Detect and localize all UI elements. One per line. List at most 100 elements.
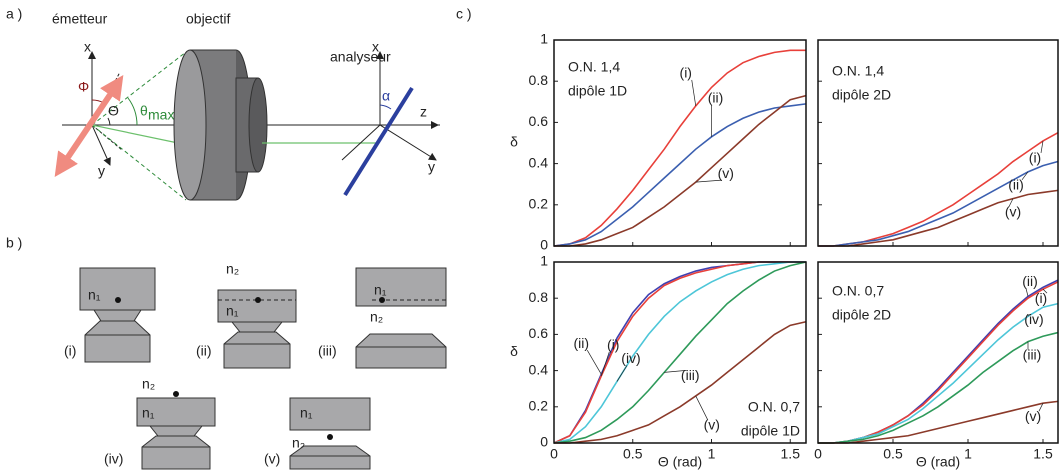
curve-label: (iv) xyxy=(1024,311,1043,327)
curve-label: (v) xyxy=(718,165,734,181)
objective-base xyxy=(141,435,211,470)
label-leader xyxy=(1008,198,1014,207)
label-leader xyxy=(1040,140,1044,153)
sample-medium xyxy=(217,289,297,323)
curve xyxy=(553,103,807,247)
analyzer-axis xyxy=(341,124,381,161)
y-tick-label: 0.2 xyxy=(529,398,549,414)
curve xyxy=(554,320,807,444)
y-tick-label: 1 xyxy=(540,253,548,269)
label-leader xyxy=(1025,288,1029,297)
curve xyxy=(553,261,806,444)
plot-frame xyxy=(817,39,1059,247)
objective-base xyxy=(223,331,291,369)
curve xyxy=(553,261,806,444)
x-tick-label: 0 xyxy=(550,446,558,462)
index-label: n₂ xyxy=(292,435,305,451)
sample-caption: (v) xyxy=(264,451,280,467)
x-tick-label: 1 xyxy=(964,446,972,462)
label-leader xyxy=(1027,314,1031,317)
curve-label: (i) xyxy=(1035,290,1047,306)
dipole-dot xyxy=(255,297,261,303)
y-tick-label: 0.6 xyxy=(529,113,549,129)
x-axis-label: Θ (rad) xyxy=(658,454,702,470)
axis-label: x xyxy=(372,39,379,55)
dipole-dot xyxy=(379,297,385,303)
aperture-ray xyxy=(91,124,187,201)
curve-label: (ii) xyxy=(573,335,589,351)
objective-neck xyxy=(148,425,204,437)
curve xyxy=(818,189,1059,247)
phi-label: Φ xyxy=(78,79,89,95)
analyzer xyxy=(343,86,414,197)
chart-annotation: O.N. 0,7 xyxy=(748,399,800,415)
plot-frame xyxy=(553,39,807,247)
y-tick-label: 0.4 xyxy=(529,154,549,170)
theta-max-arc xyxy=(127,97,138,126)
objective-neck xyxy=(93,309,142,322)
curve xyxy=(553,261,806,444)
chart-annotation: dipôle 1D xyxy=(568,83,627,99)
panel-label: b ) xyxy=(6,235,22,251)
curve xyxy=(818,302,1059,444)
y-tick-label: 0 xyxy=(540,434,548,450)
x-axis-label: Θ (rad) xyxy=(916,454,960,470)
index-label: n₂ xyxy=(370,309,383,325)
lens-front xyxy=(173,49,207,201)
lens-exit xyxy=(248,77,268,173)
sample-caption: (ii) xyxy=(196,343,212,359)
theta-arc xyxy=(107,117,111,126)
x-tick-label: 0.5 xyxy=(883,446,903,462)
index-label: n₁ xyxy=(142,405,155,421)
sample-caption: (iii) xyxy=(318,343,337,359)
curve-label: (i) xyxy=(1029,150,1041,166)
index-label: n₁ xyxy=(226,303,239,319)
emitter-label: émetteur xyxy=(52,11,108,27)
y-tick-label: 0.2 xyxy=(529,196,549,212)
alpha-label: α xyxy=(382,88,390,104)
analyzer-y-axis xyxy=(379,124,437,161)
label-leader xyxy=(616,365,628,382)
sample-caption: (iv) xyxy=(104,451,123,467)
plot-frame xyxy=(817,261,1059,444)
curve xyxy=(554,94,807,247)
theta-max-label: θ xyxy=(140,103,148,119)
ray xyxy=(91,124,179,144)
alpha-arc xyxy=(379,104,392,110)
objective-base xyxy=(84,320,151,363)
index-label: n₁ xyxy=(300,405,313,421)
panel-label: a ) xyxy=(6,6,22,22)
curve-label: (ii) xyxy=(708,90,724,106)
x-tick-label: 1 xyxy=(708,446,716,462)
chart-annotation: O.N. 1,4 xyxy=(568,59,620,75)
curve-label: (ii) xyxy=(1022,273,1038,289)
curve-label: (v) xyxy=(1005,203,1021,219)
curve xyxy=(553,261,807,444)
axis-label: y xyxy=(98,163,105,179)
label-leader xyxy=(1021,171,1029,181)
y-axis-label: δ xyxy=(510,343,518,359)
dipole-dot xyxy=(115,297,121,303)
index-label: n₂ xyxy=(226,261,239,277)
chart-annotation: dipôle 1D xyxy=(741,423,800,439)
y-tick-label: 1 xyxy=(540,31,548,47)
curve-label: (iii) xyxy=(681,367,700,383)
curve-label: (i) xyxy=(680,65,692,81)
y-tick-label: 0 xyxy=(540,237,548,253)
theta-max-subscript: max xyxy=(148,107,174,123)
curve-label: (i) xyxy=(607,337,619,353)
y-axis-label: δ xyxy=(510,134,518,150)
sample-medium xyxy=(289,397,371,431)
objective-neck xyxy=(230,321,284,333)
curve xyxy=(818,160,1059,247)
sample-medium xyxy=(136,397,216,427)
x-tick-label: 0.5 xyxy=(623,446,643,462)
x-tick-label: 1.5 xyxy=(781,446,801,462)
index-label: n₂ xyxy=(142,376,155,392)
axis-label: x xyxy=(84,39,91,55)
y-tick-label: 0.8 xyxy=(529,72,549,88)
label-leader xyxy=(1038,403,1044,412)
label-leader xyxy=(695,179,722,183)
x-tick-label: 0 xyxy=(814,446,822,462)
